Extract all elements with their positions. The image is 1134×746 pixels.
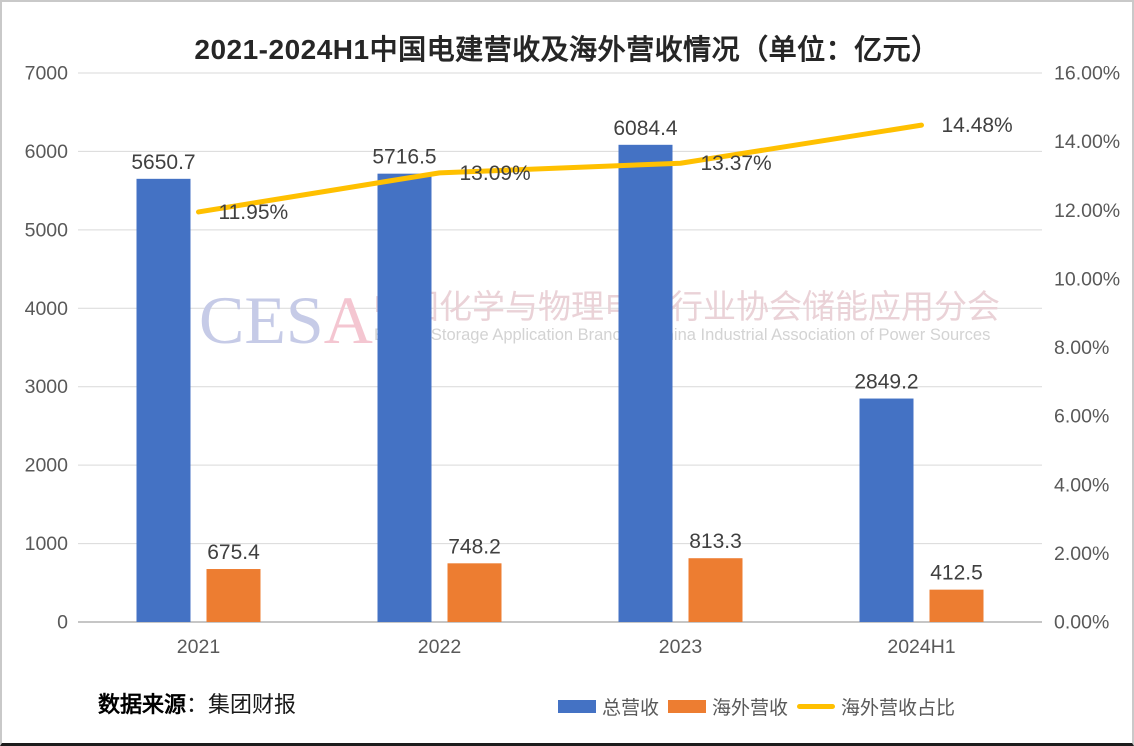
legend-label-overseas-ratio: 海外营收占比 xyxy=(841,698,956,719)
legend-item-total-revenue: 总营收 xyxy=(558,693,659,720)
svg-text:2022: 2022 xyxy=(418,636,461,658)
bars-total-revenue: 5650.7 5716.5 6084.4 2849.2 xyxy=(131,117,919,622)
chart-legend: 总营收 海外营收 海外营收占比 xyxy=(558,693,955,720)
chart-title: 2021-2024H1中国电建营收及海外营收情况（单位：亿元） xyxy=(194,34,940,65)
legend-label-overseas-revenue: 海外营收 xyxy=(712,698,789,719)
bar-value-label: 675.4 xyxy=(207,541,260,564)
svg-text:3000: 3000 xyxy=(25,376,69,398)
bar xyxy=(206,569,261,622)
watermark-cn-text: 中国化学与物理电源行业协会储能应用分会 xyxy=(373,288,1000,325)
bar xyxy=(688,558,743,622)
svg-text:6.00%: 6.00% xyxy=(1054,406,1109,428)
watermark-en-text: Energy Storage Application Branch of Chi… xyxy=(374,326,990,344)
right-axis-labels: 16.00% 14.00% 12.00% 10.00% 8.00% 6.00% 4.00% 2… xyxy=(1054,63,1120,634)
line-point-label: 13.37% xyxy=(701,152,772,175)
svg-text:0.00%: 0.00% xyxy=(1054,612,1109,634)
bars-overseas-revenue: 675.4 748.2 813.3 412.5 xyxy=(206,530,984,622)
line-point-label: 13.09% xyxy=(460,162,531,185)
svg-text:2021: 2021 xyxy=(177,636,220,658)
svg-text:16.00%: 16.00% xyxy=(1054,63,1120,85)
overseas-ratio-line xyxy=(196,122,924,215)
bar xyxy=(859,398,914,622)
bar-value-label: 5716.5 xyxy=(372,146,436,169)
left-axis-labels: 7000 6000 5000 4000 3000 2000 1000 0 xyxy=(25,63,69,634)
bar xyxy=(618,144,673,622)
legend-item-overseas-revenue: 海外营收 xyxy=(668,693,788,720)
svg-text:10.00%: 10.00% xyxy=(1054,268,1120,290)
svg-text:1000: 1000 xyxy=(25,533,69,555)
line-point-label: 14.48% xyxy=(942,114,1013,137)
bar-value-label: 412.5 xyxy=(930,562,983,585)
svg-text:0: 0 xyxy=(57,612,68,634)
bar xyxy=(136,178,191,622)
svg-text:4000: 4000 xyxy=(25,298,69,320)
svg-text:2000: 2000 xyxy=(25,455,69,477)
legend-label-total-revenue: 总营收 xyxy=(602,698,660,719)
bar xyxy=(447,563,502,622)
svg-text:8.00%: 8.00% xyxy=(1054,337,1109,359)
svg-text:4.00%: 4.00% xyxy=(1054,474,1109,496)
data-source-prefix: 数据来源 xyxy=(98,692,187,717)
legend-item-overseas-ratio: 海外营收占比 xyxy=(797,693,955,720)
svg-text:2024H1: 2024H1 xyxy=(887,636,955,658)
data-source: 数据来源：集团财报 xyxy=(98,687,296,719)
watermark-cesa-logo: CESA xyxy=(199,282,373,358)
legend-swatch-total-revenue xyxy=(558,700,596,713)
svg-text:5000: 5000 xyxy=(25,219,69,241)
bar xyxy=(929,589,984,622)
svg-text:14.00%: 14.00% xyxy=(1054,131,1120,153)
legend-swatch-overseas-revenue xyxy=(668,700,707,713)
bar-value-label: 748.2 xyxy=(448,535,501,558)
bar-value-label: 5650.7 xyxy=(131,151,195,174)
bar-value-label: 813.3 xyxy=(689,530,742,553)
bar xyxy=(377,173,432,622)
line-point-labels: 11.95% 13.09% 13.37% 14.48% xyxy=(219,114,1013,224)
bar-value-label: 2849.2 xyxy=(854,371,918,394)
svg-text:2023: 2023 xyxy=(659,636,702,658)
svg-text:7000: 7000 xyxy=(25,63,69,85)
line-point-label: 11.95% xyxy=(219,201,289,224)
svg-text:2.00%: 2.00% xyxy=(1054,543,1109,565)
bar-value-label: 6084.4 xyxy=(613,117,678,140)
data-source-value: ：集团财报 xyxy=(186,692,297,717)
x-axis-labels: 2021 2022 2023 2024H1 xyxy=(177,636,956,658)
svg-text:6000: 6000 xyxy=(25,141,69,163)
legend-swatch-overseas-ratio-line xyxy=(797,704,836,709)
svg-text:12.00%: 12.00% xyxy=(1054,200,1120,222)
